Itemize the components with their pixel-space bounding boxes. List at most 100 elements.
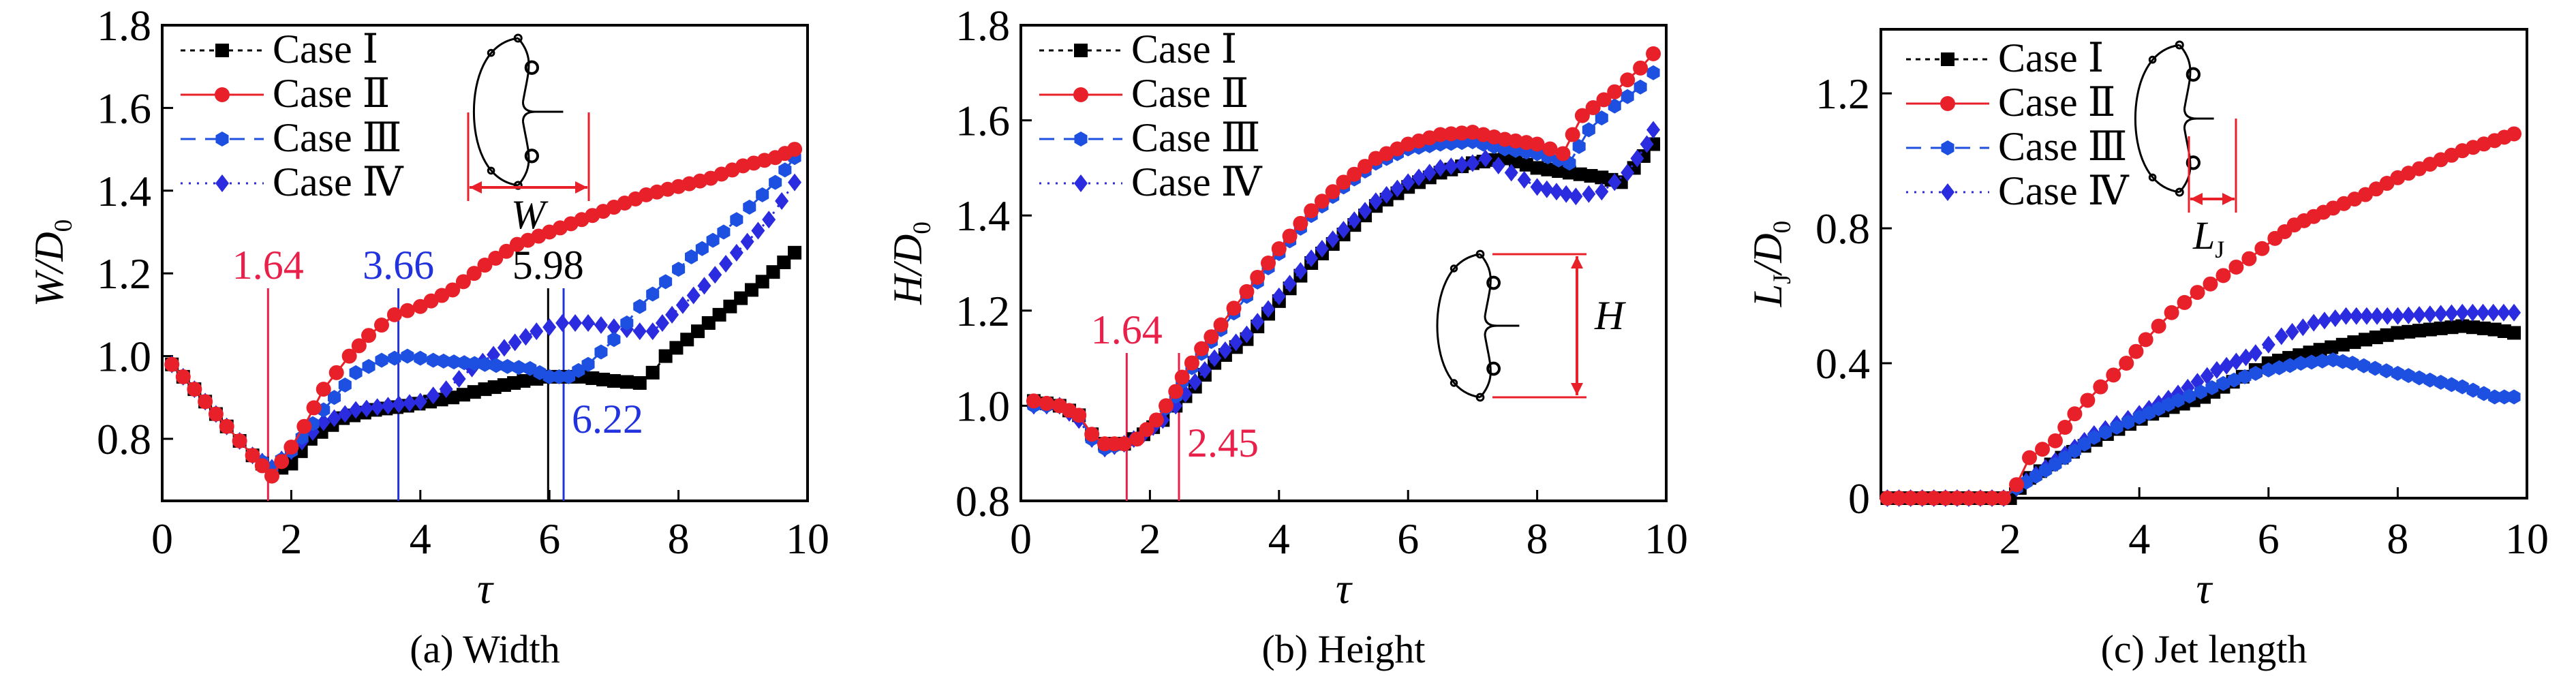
data-point <box>1595 110 1608 126</box>
series-case-2 <box>1026 46 1661 452</box>
data-point <box>1454 125 1470 141</box>
annotation-label: 2.45 <box>1187 420 1259 465</box>
data-point <box>2317 311 2331 330</box>
data-point <box>2466 320 2480 335</box>
data-point <box>1379 185 1394 204</box>
y-tick-label: 1.0 <box>955 382 1010 430</box>
data-point <box>669 341 684 355</box>
series-case-3 <box>165 150 801 476</box>
legend-label: Case Ⅱ <box>1131 71 1248 116</box>
y-axis-label-part: W/D <box>27 232 72 307</box>
legend-marker <box>1941 140 1954 155</box>
annotation-label: 3.66 <box>363 243 434 288</box>
data-point <box>581 356 595 372</box>
data-point <box>755 275 769 289</box>
x-tick-label: 0 <box>1010 514 1032 563</box>
x-tick-label: 8 <box>668 514 690 563</box>
data-point <box>734 291 748 305</box>
y-tick-label: 1.2 <box>1815 70 1870 118</box>
data-point <box>2476 303 2490 322</box>
data-point <box>1596 92 1612 108</box>
data-point <box>788 173 802 191</box>
data-point <box>1240 325 1254 343</box>
y-tick-label: 1.8 <box>955 1 1010 50</box>
legend-marker <box>1074 44 1088 57</box>
data-point <box>1574 108 1590 123</box>
data-point <box>208 406 224 422</box>
data-point <box>646 286 660 302</box>
data-point <box>2369 331 2383 345</box>
vortex-core <box>2179 44 2192 109</box>
inset-diagram: LJ <box>2134 40 2237 263</box>
data-point <box>1174 369 1190 385</box>
data-point <box>1197 361 1212 380</box>
data-point <box>519 328 533 346</box>
x-tick-label: 8 <box>1527 514 1548 563</box>
data-point <box>2380 363 2393 379</box>
data-point <box>2273 360 2286 375</box>
data-point <box>198 394 213 410</box>
data-point <box>361 328 377 343</box>
data-point <box>2110 420 2123 435</box>
data-point <box>2402 368 2415 384</box>
vortex-curl <box>1475 393 1485 402</box>
data-point <box>1984 491 2000 506</box>
data-point <box>1552 164 1566 179</box>
vortex-core <box>1479 253 1492 317</box>
data-point <box>2444 304 2459 322</box>
data-point <box>2423 322 2437 337</box>
data-point <box>645 365 660 380</box>
data-point <box>2412 370 2426 386</box>
y-tick-label: 1.2 <box>97 249 151 298</box>
y-axis-label-part: L <box>1745 284 1790 307</box>
data-point <box>1411 168 1426 187</box>
y-tick-label: 1.4 <box>955 191 1010 240</box>
x-tick-label: 10 <box>2505 514 2549 563</box>
data-point <box>1646 121 1661 139</box>
data-point <box>2190 285 2205 301</box>
data-point <box>2227 372 2241 388</box>
data-point <box>1261 256 1276 271</box>
vortex-curl <box>2186 67 2201 82</box>
data-point <box>2455 379 2469 395</box>
data-point <box>1891 491 1907 506</box>
y-tick-label: 0 <box>1848 474 1870 523</box>
data-point <box>620 316 634 331</box>
data-point <box>2391 365 2404 381</box>
data-point <box>691 324 705 339</box>
data-point <box>327 409 341 427</box>
data-point <box>499 243 515 259</box>
data-point <box>2305 354 2318 370</box>
x-tick-label: 4 <box>2128 514 2150 563</box>
legend-marker <box>1074 174 1088 192</box>
data-point <box>2228 259 2244 275</box>
data-point <box>1282 228 1298 244</box>
data-point <box>1491 156 1505 174</box>
chart-1: 0 2 4 6 8 100.81.01.21.41.61.8τW/D0(a) Width1… <box>27 1 829 671</box>
vortex-curl <box>1450 379 1458 387</box>
inset-label-part: L <box>2192 213 2215 258</box>
data-point <box>1184 355 1199 371</box>
series-line <box>1887 311 2514 500</box>
data-point <box>2151 318 2166 334</box>
data-point <box>2506 126 2522 142</box>
data-point <box>659 274 673 290</box>
chart-subtitle: (b) Height <box>1262 627 1426 671</box>
y-tick-label: 1.6 <box>955 97 1010 145</box>
data-point <box>1148 412 1164 428</box>
data-point <box>254 458 270 474</box>
data-point <box>729 243 743 262</box>
data-point <box>388 350 401 366</box>
data-point <box>1208 349 1222 367</box>
legend-marker <box>215 44 229 57</box>
data-point <box>1608 173 1622 191</box>
data-point <box>1582 122 1595 138</box>
annotation-label: 5.98 <box>512 243 584 288</box>
data-point <box>1504 164 1518 182</box>
legend-marker <box>1940 96 1955 111</box>
series-case-1 <box>1880 319 2521 505</box>
data-point <box>2285 322 2299 341</box>
legend-label: Case Ⅳ <box>273 159 404 204</box>
